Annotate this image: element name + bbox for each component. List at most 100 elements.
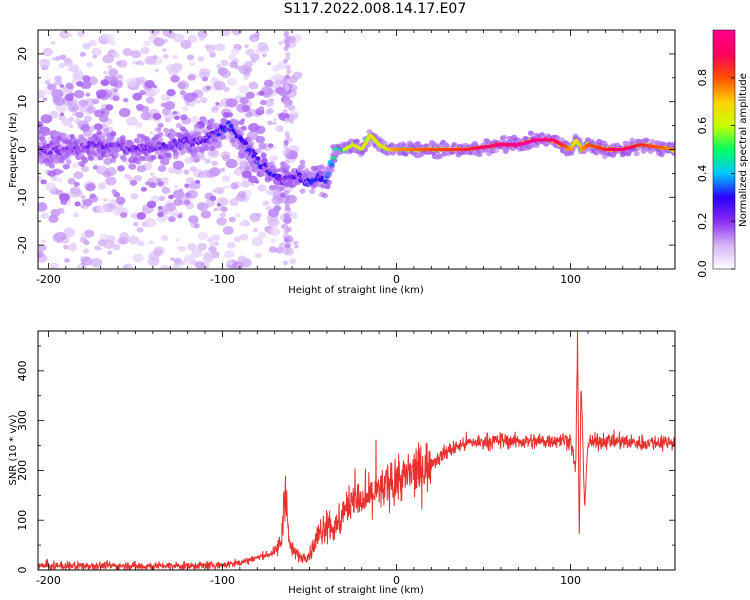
spectrogram-cell: [290, 113, 298, 120]
spectrogram-y-tick-label: -20: [16, 236, 29, 254]
spectrogram-cell: [78, 160, 85, 167]
spectrogram-cell: [107, 250, 113, 255]
spectrogram-cell: [173, 198, 183, 206]
spectrogram-cell: [245, 111, 253, 118]
spectrogram-cell: [40, 114, 53, 124]
spectrogram-cell: [219, 167, 226, 173]
spectrogram-cell: [59, 84, 65, 88]
spectrogram-cell: [209, 167, 221, 177]
spectrogram-cell: [145, 96, 155, 104]
spectrogram-cell: [267, 143, 274, 148]
spectrogram-cell: [132, 92, 143, 101]
spectrogram-cell: [128, 235, 140, 245]
spectrogram-cell: [219, 188, 225, 193]
spectrogram-cell: [39, 58, 51, 68]
spectrogram-cell: [102, 70, 108, 75]
spectrogram-cell: [285, 154, 291, 160]
spectrogram-cell: [68, 92, 75, 98]
spectrogram-cell: [249, 33, 260, 42]
spectrogram-cell: [152, 112, 162, 120]
spectrogram-cell: [184, 183, 190, 188]
spectrogram-cell: [101, 33, 110, 40]
spectrogram-cell: [238, 119, 245, 126]
spectrogram-cell: [172, 160, 185, 170]
spectrogram-cell: [164, 202, 176, 212]
spectrogram-cell: [148, 208, 154, 213]
snr-y-tick-label: 100: [16, 510, 29, 531]
spectrogram-cell: [189, 115, 199, 123]
spectrogram-cell: [151, 175, 158, 180]
spectrogram-cell: [135, 76, 147, 86]
spectrogram-cell: [184, 157, 193, 164]
spectrogram-cell: [244, 44, 249, 48]
spectrogram-cell: [166, 88, 176, 97]
spectrogram-cell: [187, 74, 196, 81]
spectrogram-cell: [68, 244, 78, 252]
spectrogram-cell: [51, 57, 56, 61]
spectrogram-cell: [120, 212, 128, 219]
spectrogram-cell: [89, 193, 97, 199]
spectrogram-cell: [160, 234, 169, 242]
spectrogram-cell: [119, 135, 126, 141]
spectrogram-cell: [476, 151, 483, 158]
spectrogram-cell: [284, 203, 290, 209]
spectrogram-cell: [80, 195, 86, 199]
snr-y-tick-label: 300: [16, 410, 29, 431]
spectrogram-cell: [95, 89, 107, 99]
spectrogram-cell: [209, 241, 216, 247]
spectrogram-cell: [63, 244, 70, 250]
spectrogram-cell: [268, 208, 279, 218]
spectrogram-cell: [239, 233, 249, 241]
spectrogram-cell: [96, 204, 108, 214]
spectrogram-cell: [213, 80, 226, 91]
spectrogram-cell: [108, 204, 114, 209]
spectrogram-cell: [179, 149, 186, 155]
spectrogram-cell: [38, 250, 44, 259]
spectrogram-cell: [228, 216, 236, 223]
spectrogram-cell: [268, 227, 281, 237]
spectrogram-cell: [233, 167, 244, 176]
spectrogram-cell: [72, 70, 85, 80]
spectrogram-cell: [92, 54, 97, 59]
spectrogram-cell: [177, 214, 183, 219]
spectrogram-cell: [175, 123, 183, 129]
colorbar-gradient: [712, 29, 736, 270]
spectrogram-cell: [285, 99, 291, 105]
spectrogram-cell: [80, 256, 93, 266]
spectrogram-cell: [144, 80, 155, 89]
colorbar-tick-label: 0.8: [696, 69, 709, 87]
spectrogram-cell: [154, 149, 161, 156]
spectrogram-cell: [280, 192, 287, 198]
spectrogram-cell: [211, 160, 218, 166]
spectrogram-cell: [162, 54, 169, 59]
spectrogram-cell: [42, 97, 48, 101]
spectrogram-cell: [156, 127, 162, 132]
spectrogram-cell: [132, 253, 144, 263]
spectrogram-cell: [149, 30, 161, 36]
spectrogram-cell: [275, 125, 284, 133]
spectrogram-cell: [98, 114, 109, 123]
spectrogram-cell: [223, 86, 230, 93]
spectrogram-cell: [198, 37, 205, 42]
spectrogram-cell: [61, 118, 69, 125]
spectrogram-cell: [49, 110, 59, 119]
spectrogram-cell: [270, 238, 277, 244]
spectrogram-cell: [128, 163, 137, 170]
spectrogram-cell: [143, 40, 151, 47]
spectrogram-cell: [283, 46, 289, 52]
spectrogram-marks: [38, 30, 675, 269]
spectrogram-cell: [117, 165, 125, 172]
snr-y-tick-label: 400: [16, 360, 29, 381]
spectrogram-cell: [231, 30, 242, 36]
snr-frame: [37, 330, 676, 571]
spectrogram-cell: [144, 55, 156, 65]
spectrogram-cell: [238, 190, 247, 198]
spectrogram-x-tick-label: 0: [393, 273, 400, 286]
spectrogram-cell: [105, 176, 117, 186]
spectrogram-cell: [209, 118, 216, 124]
spectrogram-cell: [123, 97, 129, 103]
spectrogram-cell: [136, 133, 143, 139]
spectrogram-cell: [59, 54, 67, 60]
spectrogram-cell: [167, 31, 176, 39]
spectrogram-cell: [239, 96, 250, 104]
